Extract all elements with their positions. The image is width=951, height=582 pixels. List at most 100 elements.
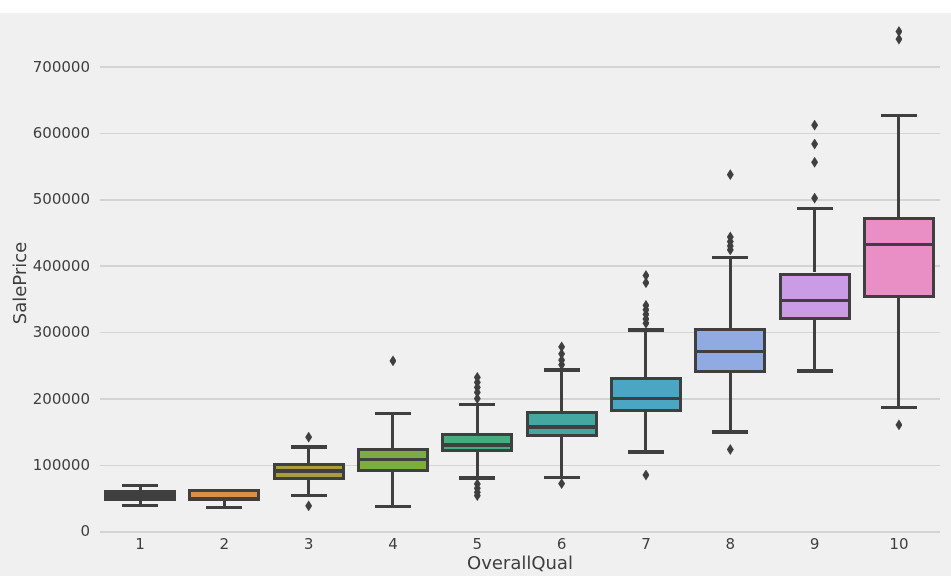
lower-whisker-cap (712, 430, 749, 434)
outlier-marker (642, 277, 650, 289)
y-gridline (100, 199, 940, 201)
upper-whisker-cap (880, 113, 917, 118)
upper-whisker (813, 208, 817, 273)
y-gridline (100, 531, 940, 533)
lower-whisker-cap (122, 503, 158, 508)
median-line (862, 242, 935, 247)
x-tick-label: 9 (809, 535, 820, 553)
lower-whisker-cap (290, 493, 327, 498)
lower-whisker-cap (543, 475, 580, 480)
y-tick-label: 300000 (32, 323, 90, 342)
lower-whisker (307, 479, 311, 496)
upper-whisker-cap (459, 402, 496, 407)
outlier-marker (473, 371, 481, 383)
box (609, 377, 682, 412)
lower-whisker (813, 319, 817, 371)
outlier-marker (895, 25, 903, 37)
median-line (609, 396, 682, 401)
upper-whisker-cap (796, 206, 833, 211)
median-line (272, 469, 345, 473)
y-tick-label: 500000 (32, 190, 90, 209)
lower-whisker (728, 373, 732, 433)
outlier-marker (811, 192, 819, 204)
box (778, 272, 851, 320)
y-gridline (100, 464, 940, 467)
lower-whisker (644, 411, 648, 452)
lower-whisker (560, 436, 564, 478)
upper-whisker-cap (374, 411, 411, 416)
y-tick-label: 400000 (32, 256, 90, 275)
outlier-marker (389, 355, 397, 367)
upper-whisker-cap (290, 445, 327, 449)
y-axis-label: SalePrice (10, 241, 31, 325)
x-tick-label: 6 (556, 535, 567, 553)
box (525, 411, 598, 437)
outlier-marker (305, 500, 313, 512)
outlier-marker (895, 419, 903, 431)
lower-whisker-cap (880, 405, 917, 410)
outlier-marker (811, 119, 819, 131)
x-tick-label: 1 (135, 535, 145, 553)
lower-whisker (391, 471, 395, 507)
outlier-marker (305, 431, 313, 443)
upper-whisker (475, 404, 479, 434)
outlier-marker (473, 478, 481, 490)
lower-whisker-cap (459, 476, 496, 480)
y-gridline (100, 331, 940, 334)
outlier-marker (642, 469, 650, 481)
outlier-marker (558, 478, 566, 490)
outlier-marker (558, 341, 566, 353)
lower-whisker-cap (374, 504, 411, 509)
box (862, 217, 935, 299)
upper-whisker (644, 329, 648, 378)
median-line (188, 497, 261, 501)
x-tick-label: 10 (889, 535, 909, 553)
y-gridline (100, 265, 940, 267)
outlier-marker (895, 33, 903, 45)
y-tick-label: 100000 (32, 455, 90, 474)
x-tick-label: 3 (303, 535, 314, 553)
y-gridline (100, 132, 940, 135)
upper-whisker-cap (712, 255, 749, 260)
upper-whisker (391, 413, 395, 448)
y-gridline (100, 66, 940, 68)
x-tick-label: 5 (472, 535, 483, 553)
lower-whisker (222, 500, 226, 508)
median-line (356, 457, 429, 462)
x-tick-label: 4 (388, 535, 398, 553)
median-line (694, 349, 767, 354)
lower-whisker (475, 452, 479, 478)
median-line (441, 443, 514, 447)
lower-whisker-cap (627, 450, 664, 454)
outlier-marker (642, 269, 650, 281)
outlier-marker (726, 169, 734, 181)
upper-whisker (560, 369, 564, 412)
y-tick-label: 200000 (32, 389, 90, 408)
outlier-marker (726, 443, 734, 455)
upper-whisker (307, 446, 311, 464)
x-tick-label: 7 (641, 535, 651, 553)
outlier-marker (642, 299, 650, 311)
outlier-marker (558, 354, 566, 366)
outlier-marker (811, 138, 819, 150)
y-gridline (100, 398, 940, 400)
x-tick-label: 8 (725, 535, 736, 553)
outlier-marker (558, 348, 566, 360)
lower-whisker-cap (206, 505, 243, 510)
box (441, 433, 514, 453)
y-tick-label: 0 (80, 522, 90, 541)
y-tick-label: 600000 (32, 123, 90, 142)
lower-whisker-cap (796, 369, 833, 373)
upper-whisker-cap (627, 328, 664, 332)
x-axis-label: OverallQual (467, 553, 573, 574)
upper-whisker (897, 115, 901, 218)
x-tick-label: 2 (219, 535, 230, 553)
median-line (104, 494, 176, 499)
upper-whisker (138, 485, 142, 490)
outlier-marker (473, 393, 481, 405)
median-line (778, 298, 851, 303)
lower-whisker (897, 298, 901, 408)
upper-whisker (728, 257, 732, 329)
y-tick-label: 700000 (32, 57, 90, 76)
